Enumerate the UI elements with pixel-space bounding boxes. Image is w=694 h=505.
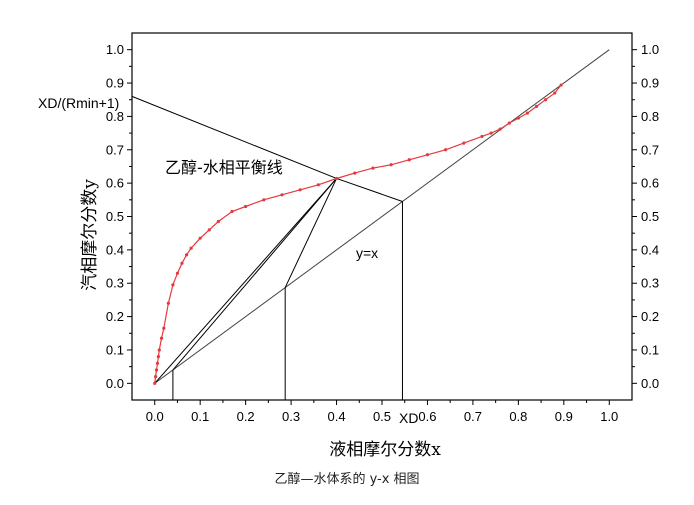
x-tick-label: 0.2 bbox=[237, 409, 255, 424]
y-tick-label-right: 0.0 bbox=[641, 376, 659, 391]
equilibrium-point bbox=[525, 111, 530, 115]
operating-line-3 bbox=[154, 178, 337, 384]
equilibrium-point bbox=[353, 171, 357, 175]
y-tick-label-right: 0.4 bbox=[641, 242, 659, 257]
equilibrium-point bbox=[462, 141, 466, 145]
equilibrium-point bbox=[166, 301, 170, 305]
operating-line-1 bbox=[336, 177, 403, 202]
x-tick-label: 0.8 bbox=[509, 409, 527, 424]
equilibrium-point bbox=[298, 188, 302, 192]
operating-line-4 bbox=[284, 178, 337, 288]
equilibrium-point bbox=[157, 348, 161, 352]
equilibrium-point bbox=[207, 228, 211, 232]
equilibrium-point bbox=[198, 236, 202, 240]
y-tick-label-right: 0.9 bbox=[641, 76, 659, 91]
equilibrium-point bbox=[371, 166, 375, 170]
x-axis-ticks: 0.0 0.1 0.2 0.3 0.4 0.5 0.6 0.7 0.8 0.9 1.0 bbox=[146, 400, 618, 424]
equilibrium-point bbox=[154, 375, 158, 379]
y-tick-label-left: 0.5 bbox=[106, 209, 124, 224]
y-tick-label-right: 0.3 bbox=[641, 276, 659, 291]
equilibrium-point bbox=[507, 121, 511, 125]
x-tick-label: 0.3 bbox=[282, 409, 300, 424]
y-tick-label-right: 0.2 bbox=[641, 309, 659, 324]
equilibrium-point bbox=[553, 91, 557, 95]
equilibrium-point bbox=[280, 193, 284, 197]
equilibrium-point bbox=[156, 355, 160, 359]
equilibrium-point bbox=[425, 153, 430, 157]
equilibrium-point bbox=[244, 204, 248, 209]
equilibrium-point bbox=[155, 361, 160, 365]
x-tick-label: 1.0 bbox=[600, 409, 618, 424]
y-tick-label-right: 0.8 bbox=[641, 109, 659, 124]
y-tick-label-left: 0.3 bbox=[106, 276, 124, 291]
diagonal-line bbox=[154, 49, 610, 384]
y-tick-label-right: 1.0 bbox=[641, 42, 659, 57]
y-axis-left-ticks: 0.0 0.1 0.2 0.3 0.4 0.5 0.6 0.7 0.8 0.9 1.0 bbox=[106, 42, 132, 391]
x-tick-label: 0.0 bbox=[146, 409, 164, 424]
y-tick-label-left: 0.9 bbox=[106, 76, 124, 91]
equilibrium-point bbox=[316, 183, 320, 187]
equilibrium-point bbox=[480, 134, 484, 139]
equilibrium-point bbox=[498, 127, 502, 131]
chart-area: 0.0 0.1 0.2 0.3 0.4 0.5 0.6 0.7 0.8 0.9 1.0 0.0 0.1… bbox=[38, 32, 659, 460]
operating-line-2 bbox=[172, 178, 337, 371]
equilibrium-point bbox=[444, 148, 448, 152]
x-tick-label: 0.7 bbox=[464, 409, 482, 424]
equilibrium-point bbox=[262, 198, 266, 202]
equilibrium-point bbox=[159, 336, 164, 340]
operating-line-0 bbox=[131, 95, 337, 179]
x-tick-label: 0.1 bbox=[191, 409, 209, 424]
y-tick-label-left: 0.4 bbox=[106, 242, 124, 257]
x-tick-label: 0.9 bbox=[555, 409, 573, 424]
equilibrium-point bbox=[162, 326, 166, 330]
equilibrium-point bbox=[407, 158, 411, 162]
x-tick-label: 0.4 bbox=[328, 409, 346, 424]
equilibrium-point bbox=[516, 116, 520, 120]
y-tick-label-left: 0.2 bbox=[106, 309, 124, 324]
y-tick-label-right: 0.7 bbox=[641, 142, 659, 157]
figure-caption: 乙醇—水体系的 y-x 相图 bbox=[274, 472, 420, 487]
equilibrium-point bbox=[184, 253, 189, 257]
x-tick-label: 0.5 bbox=[373, 409, 391, 424]
equilibrium-point bbox=[389, 163, 393, 167]
curve-label: 乙醇-水相平衡线 bbox=[165, 158, 283, 177]
equilibrium-point bbox=[559, 83, 563, 87]
equilibrium-point bbox=[175, 271, 180, 275]
y-tick-label-left: 0.0 bbox=[106, 376, 124, 391]
y-tick-label-left: 0.8 bbox=[106, 109, 124, 124]
x-axis-title: 液相摩尔分数x bbox=[329, 440, 441, 460]
y-tick-label-left: 1.0 bbox=[106, 42, 124, 57]
diagonal-label: y=x bbox=[356, 245, 378, 261]
y-axis-right-ticks: 0.0 0.1 0.2 0.3 0.4 0.5 0.6 0.7 0.8 0.9 1.0 bbox=[632, 42, 659, 391]
equilibrium-point bbox=[230, 209, 234, 214]
y-axis-title: 汽相摩尔分数y bbox=[80, 179, 100, 291]
equilibrium-point bbox=[153, 381, 157, 385]
equilibrium-point bbox=[489, 131, 493, 135]
y-tick-label-right: 0.1 bbox=[641, 342, 659, 357]
intercept-label: XD/(Rmin+1) bbox=[38, 95, 119, 111]
y-tick-label-right: 0.5 bbox=[641, 209, 659, 224]
equilibrium-point bbox=[171, 283, 175, 287]
equilibrium-point bbox=[216, 219, 220, 224]
equilibrium-point bbox=[189, 246, 193, 250]
equilibrium-point bbox=[180, 261, 184, 265]
xd-label: XD bbox=[399, 410, 418, 426]
y-tick-label-left: 0.6 bbox=[106, 176, 124, 191]
x-tick-label: 0.6 bbox=[418, 409, 436, 424]
y-tick-label-right: 0.6 bbox=[641, 176, 659, 191]
equilibrium-point bbox=[154, 368, 159, 372]
equilibrium-point bbox=[544, 98, 548, 102]
equilibrium-point bbox=[534, 104, 539, 108]
equilibrium-point bbox=[334, 176, 339, 181]
y-tick-label-left: 0.1 bbox=[106, 342, 124, 357]
y-tick-label-left: 0.7 bbox=[106, 142, 124, 157]
